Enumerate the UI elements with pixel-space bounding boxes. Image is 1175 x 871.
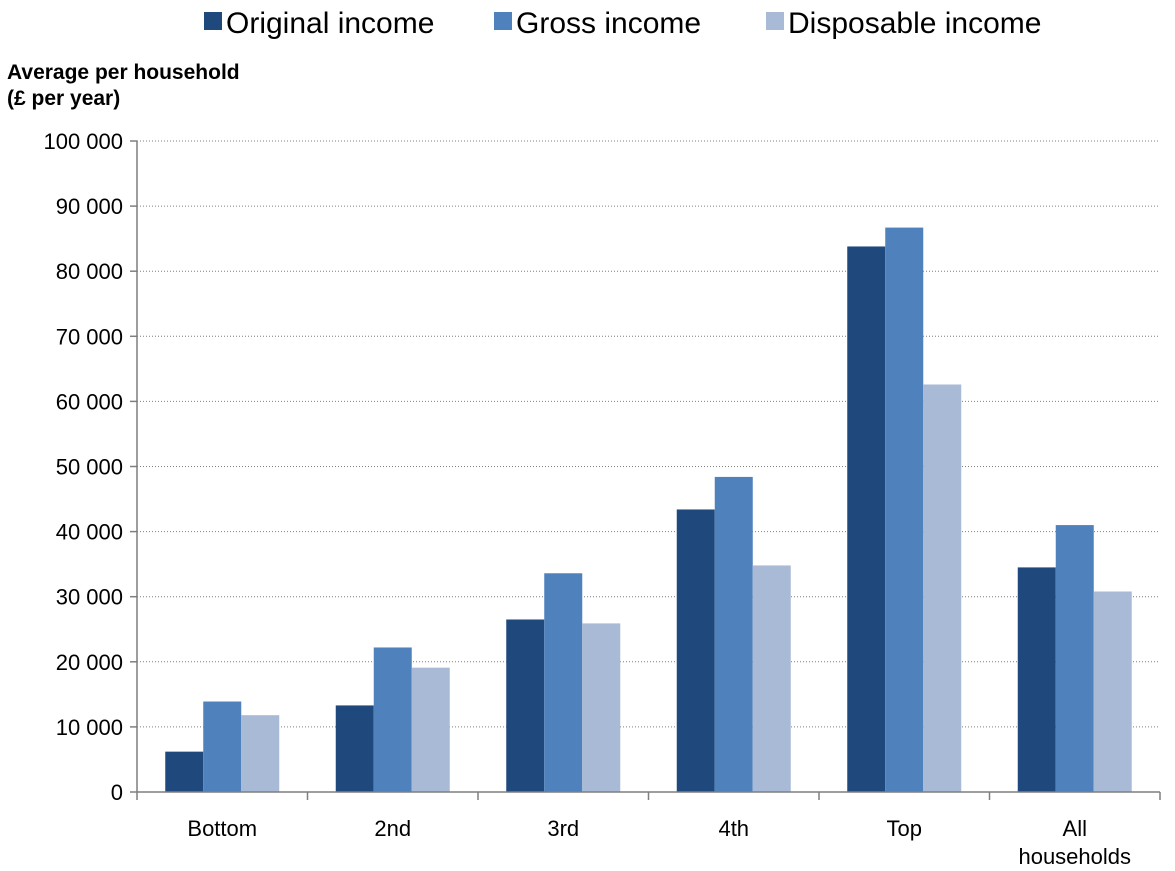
bar-disposable-income-bottom xyxy=(241,715,280,792)
bar-original-income-4th xyxy=(676,509,715,792)
x-category-label: 2nd xyxy=(374,816,411,841)
y-tick-label: 90 000 xyxy=(56,194,123,219)
legend-label-2: Gross income xyxy=(516,7,701,40)
bar-disposable-income-2nd xyxy=(411,667,450,792)
y-tick-label: 30 000 xyxy=(56,585,123,610)
bar-disposable-income-3rd xyxy=(582,623,621,792)
bar-disposable-income-all-households xyxy=(1093,591,1132,792)
bars xyxy=(165,227,1132,792)
legend-swatch-3 xyxy=(766,12,784,30)
y-axis-title-line-2: (£ per year) xyxy=(7,87,120,110)
y-tick-label: 80 000 xyxy=(56,259,123,284)
x-axis: Bottom 2nd 3rd 4th Top All households xyxy=(136,141,1161,869)
y-tick-label: 60 000 xyxy=(56,389,123,414)
x-category-label: households xyxy=(1018,844,1131,869)
bar-original-income-3rd xyxy=(506,619,545,792)
y-axis-ticks: 0 10 000 20 000 30 000 40 000 50 000 60 000 70 … xyxy=(43,129,137,805)
bar-disposable-income-top xyxy=(923,384,962,792)
y-tick-label: 50 000 xyxy=(56,455,123,480)
bar-original-income-all-households xyxy=(1017,567,1056,792)
bar-gross-income-all-households xyxy=(1055,525,1094,792)
legend: Original income Gross income Disposable in… xyxy=(204,7,1041,40)
gridlines xyxy=(137,140,1160,728)
bar-disposable-income-4th xyxy=(752,565,791,792)
bar-gross-income-3rd xyxy=(544,573,583,792)
bar-original-income-bottom xyxy=(165,751,204,792)
y-tick-label: 20 000 xyxy=(56,650,123,675)
bar-gross-income-bottom xyxy=(203,701,242,792)
x-category-label: 4th xyxy=(718,816,749,841)
x-category-label: 3rd xyxy=(547,816,579,841)
y-axis-title: Average per household (£ per year) xyxy=(7,61,240,110)
bar-original-income-top xyxy=(847,246,886,792)
y-tick-label: 40 000 xyxy=(56,520,123,545)
x-category-label: Bottom xyxy=(187,816,257,841)
legend-swatch-1 xyxy=(204,12,222,30)
x-category-label: All xyxy=(1063,816,1087,841)
legend-label-1: Original income xyxy=(226,7,434,40)
y-tick-label: 10 000 xyxy=(56,715,123,740)
bar-gross-income-2nd xyxy=(373,647,412,792)
bar-original-income-2nd xyxy=(335,705,374,792)
y-axis-title-line-1: Average per household xyxy=(7,61,240,84)
legend-label-3: Disposable income xyxy=(788,7,1041,40)
bar-gross-income-4th xyxy=(714,476,753,792)
x-category-label: Top xyxy=(887,816,922,841)
bar-gross-income-top xyxy=(885,227,924,792)
legend-swatch-2 xyxy=(494,12,512,30)
y-tick-label: 0 xyxy=(111,780,123,805)
y-tick-label: 70 000 xyxy=(56,324,123,349)
y-tick-label: 100 000 xyxy=(43,129,123,154)
